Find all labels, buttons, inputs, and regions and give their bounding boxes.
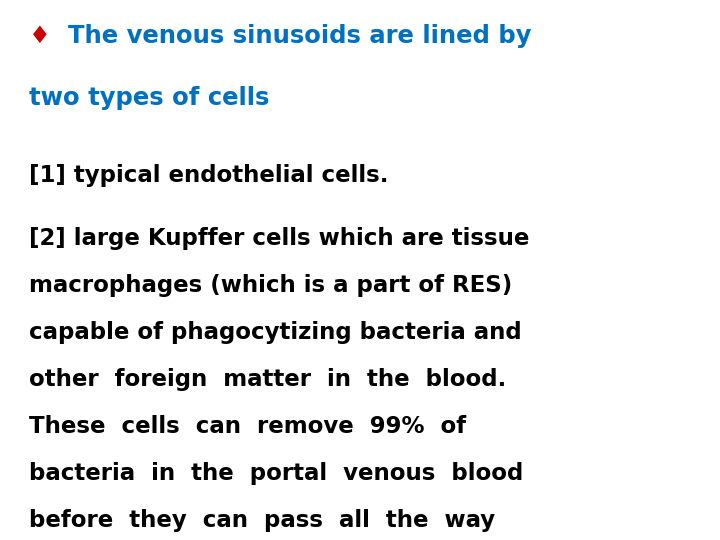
Text: [1] typical endothelial cells.: [1] typical endothelial cells. [29, 164, 388, 187]
Text: bacteria  in  the  portal  venous  blood: bacteria in the portal venous blood [29, 462, 523, 485]
Text: These  cells  can  remove  99%  of: These cells can remove 99% of [29, 415, 466, 438]
Text: two types of cells: two types of cells [29, 86, 269, 110]
Text: capable of phagocytizing bacteria and: capable of phagocytizing bacteria and [29, 321, 521, 345]
Text: other  foreign  matter  in  the  blood.: other foreign matter in the blood. [29, 368, 506, 392]
Text: ♦: ♦ [29, 24, 50, 48]
Text: before  they  can  pass  all  the  way: before they can pass all the way [29, 509, 495, 532]
Text: [2] large Kupffer cells which are tissue: [2] large Kupffer cells which are tissue [29, 227, 529, 251]
Text: The venous sinusoids are lined by: The venous sinusoids are lined by [68, 24, 532, 48]
Text: macrophages (which is a part of RES): macrophages (which is a part of RES) [29, 274, 512, 298]
